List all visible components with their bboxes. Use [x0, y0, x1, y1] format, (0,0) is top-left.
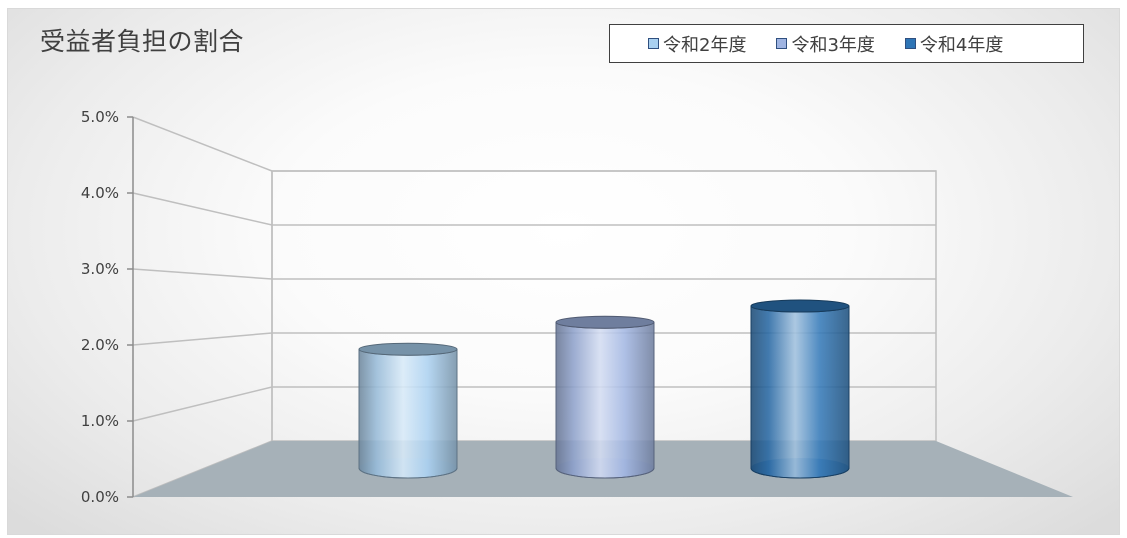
y-tick-label: 3.0% [81, 260, 119, 278]
bar-top [555, 315, 655, 329]
bar-top [750, 299, 850, 313]
legend-label-reiwa3: 令和3年度 [791, 34, 875, 56]
gridline-side [132, 192, 273, 226]
bar-body [358, 348, 458, 479]
legend-item-reiwa2: 令和2年度 [648, 31, 746, 57]
y-tick-label: 4.0% [81, 184, 119, 202]
y-tick-label: 5.0% [81, 108, 119, 126]
bar-base-edge [750, 467, 850, 479]
legend-swatch-reiwa3 [776, 38, 788, 49]
legend-label-reiwa2: 令和2年度 [663, 34, 747, 56]
legend-swatch-reiwa4 [904, 38, 916, 49]
gridline-side [132, 268, 273, 280]
bar-base-edge [358, 467, 458, 479]
y-tick-label: 0.0% [81, 488, 119, 506]
bar-top [358, 342, 458, 356]
legend-item-reiwa3: 令和3年度 [776, 31, 875, 57]
bar-1 [358, 342, 458, 479]
gridline-side [132, 116, 273, 172]
bar-2 [555, 315, 655, 479]
legend-item-reiwa4: 令和4年度 [904, 31, 1004, 57]
bar-3 [750, 299, 850, 479]
gridline-side [132, 386, 273, 422]
chart-title: 受益者負担の割合 [40, 27, 245, 56]
y-tick-label: 1.0% [81, 412, 119, 430]
bar-body [555, 321, 655, 479]
gridline-side [132, 332, 273, 346]
legend-swatch-reiwa2 [648, 38, 659, 49]
y-tick-label: 2.0% [81, 336, 119, 354]
bar-base-edge [555, 467, 655, 479]
legend-label-reiwa4: 令和4年度 [919, 34, 1004, 56]
legend: 令和2年度 令和3年度 令和4年度 [609, 24, 1084, 63]
bar-body [750, 305, 850, 479]
